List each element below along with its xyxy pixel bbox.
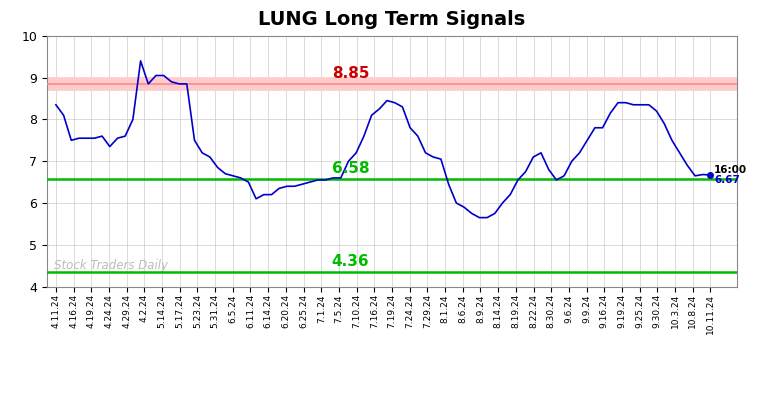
Title: LUNG Long Term Signals: LUNG Long Term Signals [259,10,525,29]
Text: Stock Traders Daily: Stock Traders Daily [54,259,168,271]
Text: 8.85: 8.85 [332,66,369,81]
Text: 6.67: 6.67 [714,176,740,185]
Text: 16:00: 16:00 [714,164,747,175]
Text: 4.36: 4.36 [332,254,369,269]
Text: 6.58: 6.58 [332,161,369,176]
